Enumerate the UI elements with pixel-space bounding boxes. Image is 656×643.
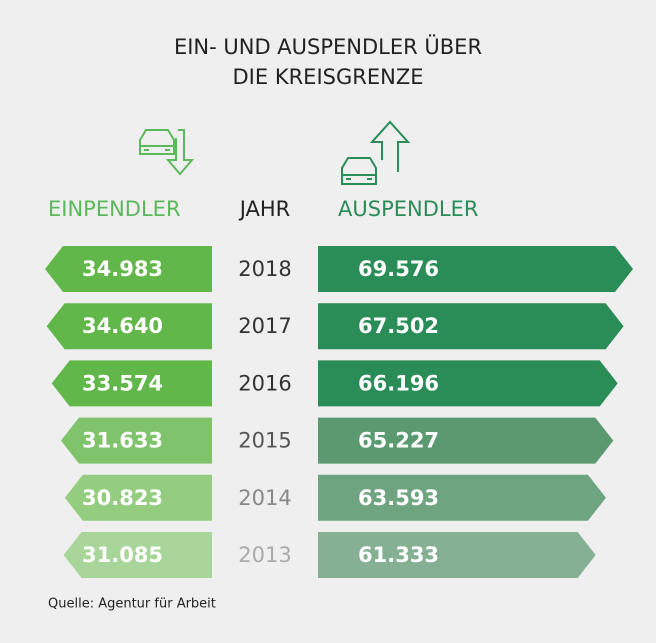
category-label: 2015 bbox=[238, 429, 291, 453]
value-label: 67.502 bbox=[358, 314, 439, 338]
source: Quelle: Agentur für Arbeit bbox=[48, 597, 216, 612]
chart-title: EIN- UND AUSPENDLER ÜBER bbox=[174, 34, 482, 59]
bar bbox=[318, 474, 606, 521]
bar bbox=[51, 360, 212, 407]
chart-title: DIE KREISGRENZE bbox=[233, 65, 424, 89]
bar bbox=[46, 303, 213, 350]
series-header: AUSPENDLER bbox=[338, 197, 478, 221]
bar bbox=[318, 246, 633, 292]
category-header: JAHR bbox=[238, 197, 291, 221]
category-label: 2014 bbox=[238, 486, 291, 510]
bar bbox=[318, 417, 614, 464]
value-label: 61.333 bbox=[358, 543, 439, 567]
value-label: 31.633 bbox=[82, 429, 163, 453]
category-label: 2013 bbox=[238, 543, 291, 567]
value-label: 65.227 bbox=[358, 429, 439, 453]
value-label: 31.085 bbox=[82, 543, 163, 567]
value-label: 66.196 bbox=[358, 371, 439, 395]
bar bbox=[60, 417, 213, 464]
bar bbox=[318, 303, 624, 350]
bar bbox=[63, 532, 213, 578]
bar bbox=[318, 532, 596, 578]
value-label: 69.576 bbox=[358, 257, 439, 281]
bar bbox=[318, 360, 618, 407]
value-label: 63.593 bbox=[358, 486, 439, 510]
series-header: EINPENDLER bbox=[48, 197, 181, 221]
value-label: 33.574 bbox=[82, 371, 163, 395]
value-label: 30.823 bbox=[82, 486, 163, 510]
einpendler-icon bbox=[139, 129, 195, 176]
bar bbox=[45, 246, 212, 292]
value-label: 34.983 bbox=[82, 257, 163, 281]
value-label: 34.640 bbox=[82, 314, 163, 338]
category-label: 2016 bbox=[238, 371, 291, 395]
auspendler-icon bbox=[341, 120, 411, 185]
bar bbox=[64, 474, 212, 521]
category-label: 2017 bbox=[238, 314, 291, 338]
category-label: 2018 bbox=[238, 257, 291, 281]
